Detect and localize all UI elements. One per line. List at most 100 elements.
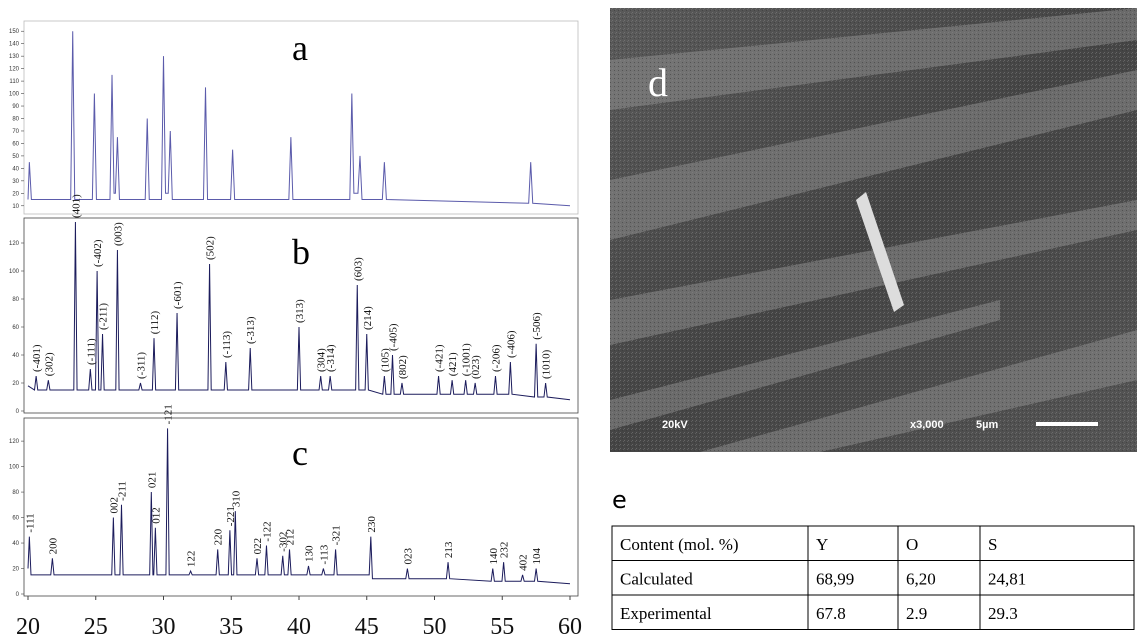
peak-label: 402: [518, 554, 530, 571]
y-tick-label: 100: [9, 269, 20, 275]
peak-label: (421): [447, 352, 459, 376]
y-tick-label: 40: [12, 353, 19, 359]
peak-label: (-211): [98, 303, 110, 330]
table-cell: [807, 594, 899, 630]
peak-label: (-313): [245, 316, 257, 344]
peak-label: 122: [186, 551, 198, 568]
sem-scale: 5µm: [976, 419, 998, 431]
y-tick-label: 100: [9, 92, 20, 98]
x-tick-label: 45: [355, 614, 379, 640]
peak-label: 104: [531, 548, 543, 565]
peak-label: (-206): [490, 344, 502, 372]
peak-label: (112): [149, 310, 161, 334]
table-text: 6,20: [906, 570, 936, 589]
peak-label: (302): [43, 352, 55, 376]
peak-label: 230: [366, 516, 378, 533]
panel-label: a: [292, 28, 308, 68]
y-tick-label: 80: [12, 117, 19, 123]
peak-label: 213: [443, 541, 455, 558]
peak-label: -122: [261, 521, 273, 541]
peak-label: -113: [318, 544, 330, 564]
peak-label: (-406): [505, 330, 517, 358]
x-tick-label: 55: [490, 614, 514, 640]
sem-magnification: x3,000: [910, 419, 944, 431]
y-tick-label: 150: [9, 29, 20, 35]
peak-label: 021: [146, 472, 158, 489]
peak-label: (802): [397, 355, 409, 379]
peak-label: 310: [230, 490, 242, 507]
peak-label: 022: [252, 538, 264, 555]
peak-label: (214): [362, 306, 374, 330]
peak-label: (313): [294, 299, 306, 323]
x-tick-label: 30: [152, 614, 176, 640]
plot-frame: [23, 417, 579, 597]
y-tick-label: 50: [12, 154, 19, 160]
peak-label: 220: [213, 528, 225, 545]
y-tick-label: 0: [16, 409, 20, 415]
y-tick-label: 100: [9, 465, 20, 471]
plot-frame: [23, 217, 579, 414]
y-tick-label: 20: [12, 191, 19, 197]
peak-label: 012: [150, 507, 162, 524]
peak-label: (-421): [434, 344, 446, 372]
x-tick-label: 60: [558, 614, 582, 640]
y-tick-label: 60: [12, 516, 19, 522]
peak-label: 023: [402, 548, 414, 565]
y-tick-label: 120: [9, 439, 20, 445]
y-tick-label: 20: [12, 567, 19, 573]
peak-label: -121: [163, 404, 175, 424]
y-tick-label: 80: [12, 490, 19, 496]
peak-label: (-1001): [461, 343, 473, 376]
peak-label: 130: [303, 545, 315, 562]
panel-label: d: [648, 60, 668, 105]
sem-voltage: 20kV: [662, 419, 688, 431]
peak-label: (003): [112, 222, 124, 246]
table-text: 29.3: [988, 604, 1018, 623]
y-tick-label: 90: [12, 104, 19, 110]
panel-label: e: [612, 486, 627, 514]
x-tick-label: 35: [219, 614, 243, 640]
table-text: Y: [816, 535, 828, 554]
table-cell: [979, 594, 1135, 630]
peak-label: 002: [108, 497, 120, 514]
y-tick-label: 30: [12, 179, 19, 185]
x-tick-label: 40: [287, 614, 311, 640]
peak-label: (-506): [531, 312, 543, 340]
panel-label: b: [292, 232, 310, 272]
peak-label: -221: [225, 506, 237, 526]
table: Content (mol. %) Y O S Calculated 68,99 6,20 24…: [611, 525, 1135, 630]
peak-label: (-111): [85, 338, 97, 365]
y-tick-label: 140: [9, 42, 20, 48]
y-tick-label: 0: [16, 592, 20, 598]
y-tick-label: 80: [12, 297, 19, 303]
peak-label: 200: [47, 537, 59, 554]
panel-label: c: [292, 433, 308, 473]
table-text: Calculated: [620, 570, 693, 589]
peak-label: 212: [285, 529, 297, 546]
peak-label: (-601): [172, 281, 184, 309]
table-cell: [897, 594, 981, 630]
peak-label: (401): [70, 194, 82, 218]
peak-label: (-314): [325, 344, 337, 372]
peak-label: (-405): [387, 323, 399, 351]
y-tick-label: 40: [12, 541, 19, 547]
table-cell: [807, 560, 899, 596]
y-tick-label: 60: [12, 325, 19, 331]
table-text: Content (mol. %): [620, 535, 739, 554]
y-tick-label: 60: [12, 141, 19, 147]
x-tick-label: 50: [423, 614, 447, 640]
table-cell: [979, 560, 1135, 596]
sem-image: d 20kV x3,000 5µm: [610, 8, 1137, 452]
table-text: 24,81: [988, 570, 1026, 589]
table-cell: [897, 525, 981, 561]
peak-label: -321: [331, 525, 343, 545]
table-cell: [979, 525, 1135, 561]
table-text: 67.8: [816, 604, 846, 623]
peak-label: 140: [488, 548, 500, 565]
peak-label: (023): [470, 355, 482, 379]
y-tick-label: 40: [12, 166, 19, 172]
y-tick-label: 120: [9, 67, 20, 73]
pattern-line: [27, 31, 571, 207]
